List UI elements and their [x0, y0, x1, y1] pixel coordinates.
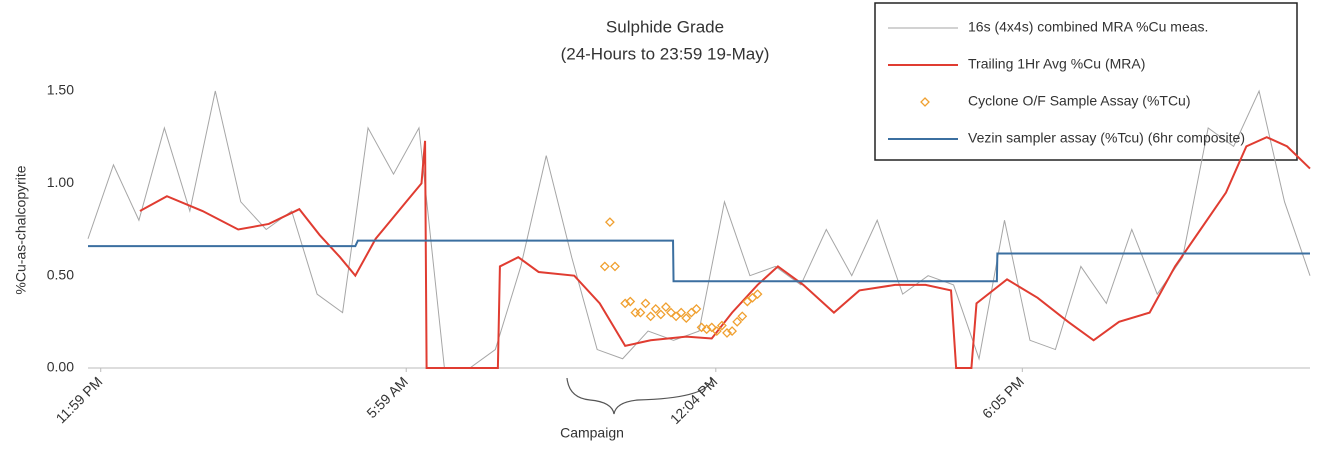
scatter-point: [676, 307, 687, 318]
y-tick-label: 0.50: [47, 266, 74, 282]
scatter-point: [620, 298, 631, 309]
legend-label: 16s (4x4s) combined MRA %Cu meas.: [968, 19, 1208, 35]
scatter-point: [610, 261, 620, 272]
scatter-point: [732, 316, 743, 327]
legend-box: [874, 2, 1298, 161]
series-line: [87, 89, 1311, 369]
scatter-point: [722, 327, 732, 338]
scatter-point: [640, 298, 651, 309]
x-tick-label: 11:59 PM: [53, 373, 106, 426]
campaign-brace: [566, 377, 713, 415]
scatter-point: [635, 307, 646, 318]
annotation: Campaign: [560, 425, 624, 441]
scatter-point: [752, 289, 763, 300]
scatter-point: [696, 322, 707, 333]
scatter-point: [716, 320, 727, 331]
scatter-point: [737, 311, 748, 322]
legend-label: Trailing 1Hr Avg %Cu (MRA): [968, 56, 1145, 72]
x-tick-label: 5:59 AM: [363, 373, 411, 421]
scatter-point: [604, 217, 615, 228]
scatter-point: [681, 313, 692, 324]
x-tick-label: 6:05 PM: [979, 373, 1027, 421]
scatter-point: [625, 296, 636, 307]
scatter-point: [706, 322, 717, 333]
series-line: [139, 136, 1311, 369]
scatter-point: [630, 307, 641, 318]
scatter-point: [701, 324, 712, 335]
y-axis-label: %Cu-as-chalcopyrite: [13, 165, 29, 294]
legend-label: Vezin sampler assay (%Tcu) (6hr composit…: [968, 130, 1245, 146]
scatter-point: [727, 326, 738, 336]
scatter-point: [645, 311, 656, 322]
y-tick-label: 1.00: [47, 174, 74, 190]
y-tick-label: 1.50: [47, 82, 74, 98]
legend-label: Cyclone O/F Sample Assay (%TCu): [968, 93, 1191, 109]
scatter-point: [691, 303, 702, 314]
scatter-point: [660, 302, 671, 312]
scatter-point: [650, 303, 661, 314]
y-tick-label: 0.00: [47, 359, 74, 375]
series-line: [88, 239, 1310, 283]
chart-subtitle: (24-Hours to 23:59 19-May): [561, 44, 770, 63]
scatter-point: [666, 307, 676, 318]
x-tick-label: 12:04 PM: [667, 373, 721, 427]
legend-symbol: [920, 97, 930, 107]
scatter-point: [655, 309, 666, 320]
scatter-point: [599, 261, 610, 272]
scatter-point: [711, 326, 722, 336]
chart-title: Sulphide Grade: [606, 17, 724, 36]
